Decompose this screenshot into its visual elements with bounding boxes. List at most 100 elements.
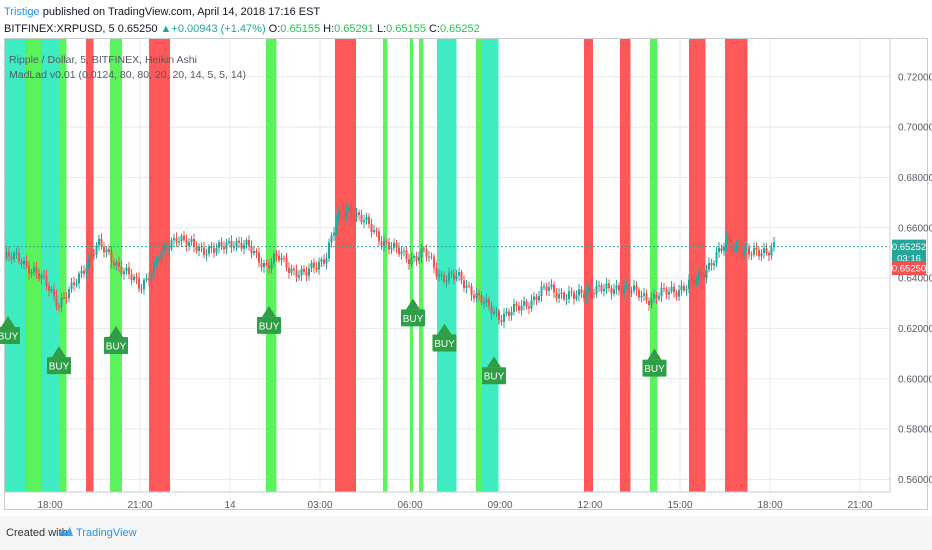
candle-body: [125, 267, 128, 272]
candle-body: [140, 288, 143, 290]
price-change: +0.00943 (+1.47%): [171, 23, 266, 35]
candle-body: [515, 303, 518, 306]
candle-body: [678, 290, 680, 297]
candle-body: [298, 275, 300, 278]
candle-body: [725, 238, 728, 247]
candle-body: [715, 252, 718, 264]
series-title: Ripple / Dollar, 5, BITFINEX, Heikin Ash…: [9, 54, 197, 66]
candle-body: [303, 268, 305, 273]
candle-body: [728, 238, 730, 242]
candle-body: [95, 245, 98, 255]
signal-zone-green: [59, 39, 67, 492]
candle-body: [300, 268, 303, 276]
candle-body: [228, 241, 230, 243]
candle-body: [443, 275, 445, 282]
candle-body: [370, 224, 373, 232]
x-tick-label: 18:00: [37, 500, 62, 511]
candle-body: [210, 246, 213, 249]
price-tag-label: 0.65250: [892, 264, 926, 275]
candle-body: [240, 242, 243, 249]
candle-body: [665, 288, 668, 295]
candle-body: [400, 251, 403, 255]
candle-body: [70, 282, 73, 289]
candle-body: [533, 296, 535, 301]
signal-zone-cyan: [5, 39, 27, 492]
candle-body: [373, 230, 375, 232]
candle-body: [508, 311, 510, 316]
candle-body: [380, 241, 383, 246]
candle-body: [255, 250, 258, 253]
candle-body: [148, 278, 150, 281]
candle-body: [100, 238, 103, 247]
candle-body: [763, 248, 765, 254]
candle-body: [570, 291, 573, 293]
candle-body: [60, 297, 63, 307]
candle-body: [253, 250, 255, 254]
tradingview-logo-icon[interactable]: [58, 525, 74, 539]
candle-body: [105, 249, 108, 253]
candle-body: [620, 290, 623, 293]
candle-body: [588, 287, 590, 292]
candle-body: [593, 293, 595, 295]
author-link[interactable]: Tristige: [4, 6, 40, 18]
candle-body: [215, 247, 218, 253]
candle-body: [503, 313, 505, 323]
buy-marker: BUY: [104, 326, 128, 355]
candle-body: [153, 261, 155, 273]
chart-pane[interactable]: [4, 38, 928, 510]
candle-body: [38, 273, 40, 279]
chart-header: Tristige published on TradingView.com, A…: [0, 0, 932, 36]
candle-body: [225, 242, 228, 250]
signal-zone-red: [149, 39, 170, 492]
buy-label: BUY: [259, 321, 280, 332]
buy-label-box: [47, 357, 71, 375]
candle-body: [458, 271, 460, 276]
candle-body: [428, 256, 430, 258]
candle-body: [175, 238, 178, 243]
candle-body: [195, 246, 198, 251]
candle-body: [155, 260, 158, 262]
candle-body: [313, 262, 315, 268]
buy-marker: BUY: [642, 348, 667, 377]
buy-arrow-icon: [647, 348, 662, 360]
candle-body: [245, 239, 248, 245]
buy-label-box: [257, 316, 281, 334]
tradingview-link[interactable]: TradingView: [76, 527, 137, 539]
candle-body: [328, 242, 330, 259]
candle-body: [703, 274, 705, 278]
candle-body: [425, 249, 428, 257]
candle-body: [318, 261, 320, 270]
candle-body: [248, 239, 250, 247]
candle-body: [483, 302, 485, 304]
candle-body: [330, 235, 333, 243]
price-tag-label: 03:16: [897, 253, 921, 264]
candle-body: [218, 242, 220, 248]
y-tick-label: 0.68000: [898, 173, 932, 184]
candle-body: [410, 257, 413, 264]
candle-body: [308, 268, 310, 276]
candle-body: [655, 294, 658, 299]
candle-body: [173, 238, 175, 241]
candle-body: [405, 250, 408, 260]
candle-body: [633, 285, 635, 292]
candle-body: [13, 253, 15, 260]
candle-body: [263, 263, 265, 268]
buy-arrow-icon: [437, 323, 452, 335]
candle-body: [565, 298, 568, 300]
candle-body: [35, 267, 38, 274]
candle-body: [710, 262, 713, 266]
candle-body: [193, 239, 195, 247]
buy-label: BUY: [484, 372, 505, 383]
chart-canvas[interactable]: BUYBUYBUYBUYBUYBUYBUYBUY0.720000.700000.…: [0, 0, 932, 516]
y-tick-label: 0.60000: [898, 374, 932, 385]
candle-body: [180, 235, 183, 242]
buy-signals: BUY BUY BUY BUY BUY BUY BUY BUY: [0, 298, 667, 385]
candle-body: [283, 257, 285, 259]
candle-body: [638, 289, 640, 298]
candle-body: [40, 274, 43, 279]
candle-body: [120, 266, 123, 275]
price-tag-box: [892, 239, 926, 254]
candle-body: [290, 268, 293, 273]
buy-marker: BUY: [257, 305, 281, 334]
candle-body: [110, 251, 113, 263]
